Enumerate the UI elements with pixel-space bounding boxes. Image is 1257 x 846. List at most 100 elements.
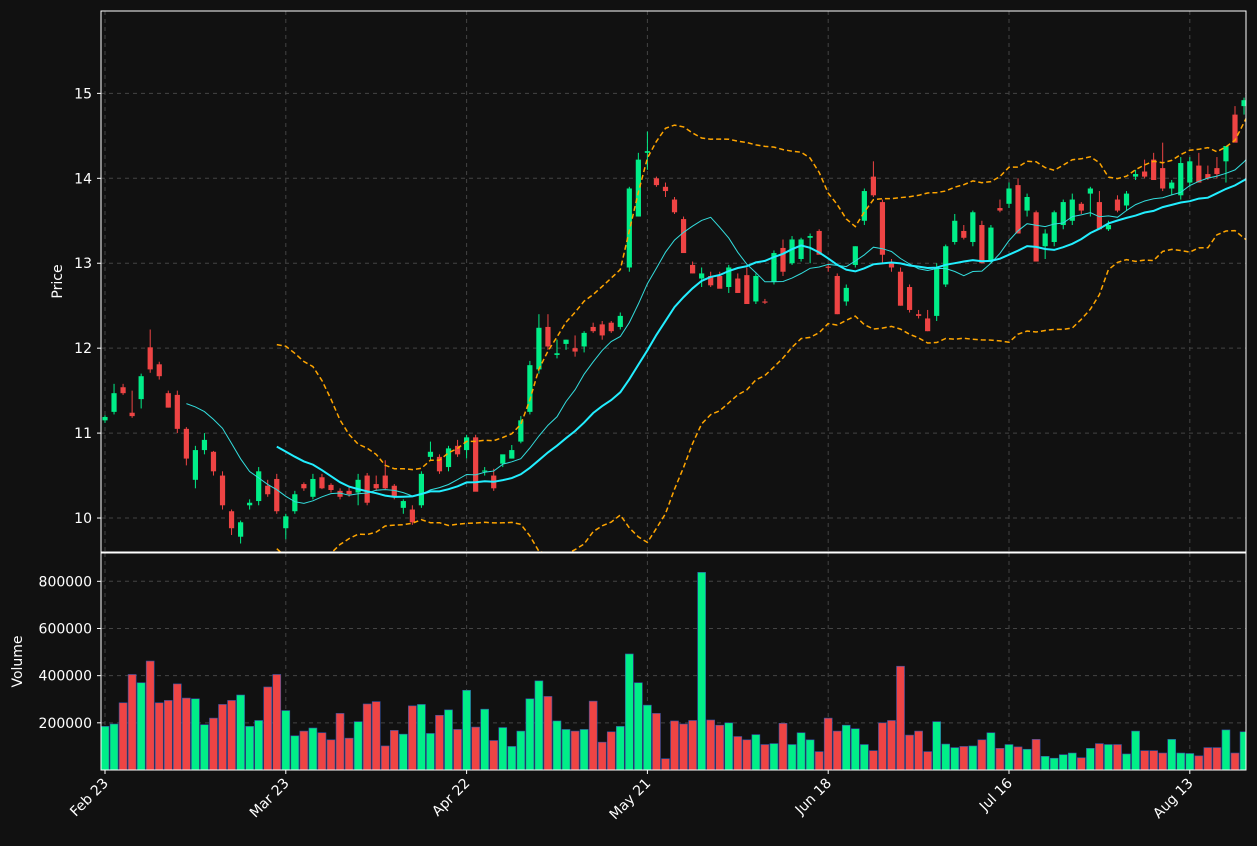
candle-body xyxy=(617,315,623,327)
volume-axis-label: Volume xyxy=(10,635,26,687)
volume-bar xyxy=(290,735,300,770)
volume-bar xyxy=(941,743,951,770)
volume-bar xyxy=(1239,731,1246,770)
volume-bar xyxy=(191,698,200,770)
volume-bar xyxy=(1149,750,1158,770)
candle-body xyxy=(165,393,171,408)
candle-body xyxy=(1241,100,1246,107)
x-tick-label: Aug 13 xyxy=(1150,776,1196,822)
volume-bar xyxy=(896,665,905,770)
lower-band-line xyxy=(276,229,1246,552)
volume-bar xyxy=(570,730,580,770)
candle-body xyxy=(554,353,560,355)
volume-bar xyxy=(715,724,725,770)
volume-bar xyxy=(408,705,417,770)
candle-body xyxy=(346,490,352,495)
volume-bar xyxy=(516,730,526,770)
volume-bar xyxy=(643,704,652,770)
candle-body xyxy=(970,212,976,243)
candle-body xyxy=(644,151,650,153)
price-tick-label: 15 xyxy=(74,86,92,102)
volume-bar xyxy=(552,720,562,770)
candle-body xyxy=(690,264,696,274)
volume-bar xyxy=(353,721,363,770)
volume-bar xyxy=(480,708,489,770)
candle-body xyxy=(870,176,876,196)
volume-bar xyxy=(697,572,706,770)
candle-body xyxy=(1087,188,1093,194)
volume-bar xyxy=(1122,753,1131,770)
volume-bar xyxy=(498,727,508,770)
volume-bar xyxy=(878,722,887,770)
volume-bar xyxy=(1167,739,1177,770)
price-tick-label: 13 xyxy=(74,256,92,272)
candle-body xyxy=(418,473,424,506)
volume-bar xyxy=(742,739,752,770)
candle-body xyxy=(1160,168,1166,189)
candle-body xyxy=(834,275,840,315)
volume-bar xyxy=(733,736,743,770)
x-tick-label: Mar 23 xyxy=(247,776,293,822)
candle-body xyxy=(409,509,415,523)
volume-bar xyxy=(588,700,598,770)
candle-body xyxy=(445,448,452,468)
candle-body xyxy=(662,186,669,192)
candle-body xyxy=(780,247,786,272)
candle-body xyxy=(717,275,723,289)
candle-body xyxy=(961,230,967,238)
volume-bar xyxy=(299,730,309,770)
candle-body xyxy=(563,339,569,344)
candle-body xyxy=(816,230,822,255)
candle-body xyxy=(283,516,289,529)
volume-bar xyxy=(163,700,173,770)
volume-bar xyxy=(995,747,1005,770)
candle-body xyxy=(228,511,235,529)
volume-bar xyxy=(462,689,471,770)
candle-body xyxy=(527,365,533,412)
volume-bar xyxy=(561,729,571,770)
candle-body xyxy=(798,239,804,259)
volume-bar xyxy=(1022,748,1032,770)
candle-body xyxy=(192,450,198,480)
candle-body xyxy=(454,445,461,455)
volume-bar xyxy=(263,686,273,770)
volume-bar xyxy=(136,682,146,770)
candle-body xyxy=(789,239,795,264)
candle-body xyxy=(219,475,226,506)
candle-body xyxy=(138,376,144,400)
volume-bar xyxy=(127,674,137,770)
volume-bar xyxy=(1176,752,1186,770)
candle-body xyxy=(147,347,153,370)
candle-body xyxy=(581,332,587,347)
candle-body xyxy=(328,484,334,491)
candle-body xyxy=(925,318,931,332)
volume-tick-label: 400000 xyxy=(39,669,92,685)
candle-body xyxy=(265,485,271,495)
candle-body xyxy=(373,484,379,489)
volume-bar xyxy=(173,683,182,770)
volume-bar xyxy=(507,746,517,770)
x-tick-label: Apr 22 xyxy=(429,776,473,820)
candle-body xyxy=(906,287,913,310)
candle-body xyxy=(753,275,759,302)
volume-bar xyxy=(444,709,453,770)
x-tick-label: Jul 16 xyxy=(976,775,1016,815)
volume-bar xyxy=(851,728,860,770)
candle-body xyxy=(1169,182,1175,189)
ma-slow-line xyxy=(276,177,1246,498)
candle-body xyxy=(916,314,922,316)
volume-bar xyxy=(109,723,119,770)
candle-body xyxy=(427,451,434,457)
volume-bar xyxy=(787,744,797,770)
candle-body xyxy=(1151,159,1157,181)
volume-bar xyxy=(1058,754,1068,770)
candle-body xyxy=(301,484,307,489)
panel-frames xyxy=(100,10,1247,771)
candle-body xyxy=(183,428,189,459)
candle-body xyxy=(337,490,343,497)
candle-body xyxy=(500,454,506,464)
candle-body xyxy=(852,246,858,265)
volume-bar xyxy=(389,730,399,770)
candle-body xyxy=(391,485,397,497)
